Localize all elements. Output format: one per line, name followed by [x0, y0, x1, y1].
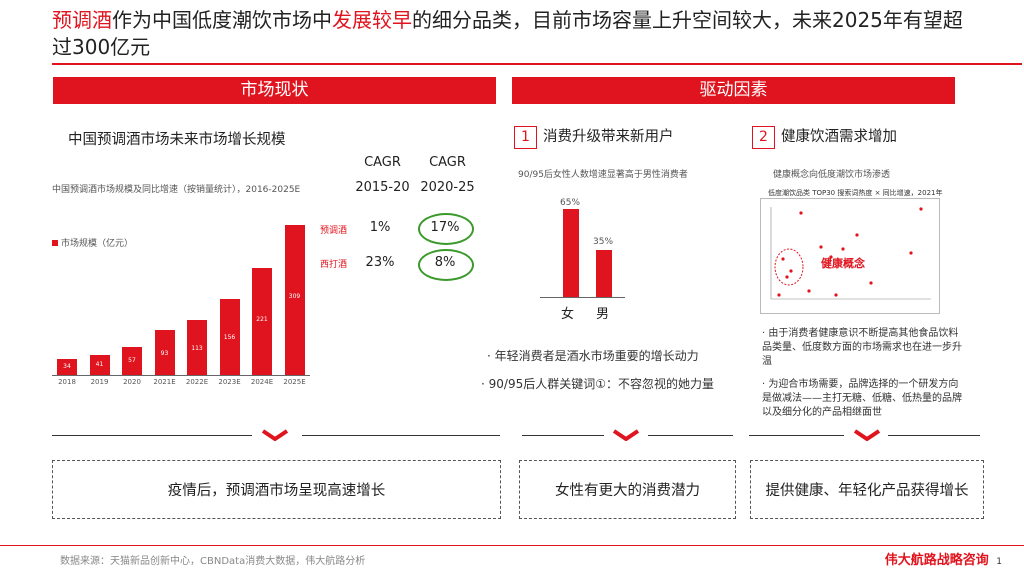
page-title: 预调酒作为中国低度潮饮市场中发展较早的细分品类，目前市场容量上升空间较大，未来2… — [52, 7, 982, 61]
market-bar: 93 — [154, 329, 175, 375]
conclusion-box-3: 提供健康、年轻化产品获得增长 — [750, 460, 984, 519]
health-demand-heading: 2 健康饮酒需求增加 — [752, 125, 897, 149]
col2-divider-a — [522, 435, 604, 436]
market-bar: 309 — [284, 225, 305, 375]
col3-divider-a — [749, 435, 844, 436]
title-highlight-1: 预调酒 — [52, 8, 112, 32]
market-x-label: 2025E — [283, 378, 306, 386]
scatter-plot-title: 低度潮饮品类 TOP30 搜索词热度 × 同比增速，2021年 — [768, 189, 943, 197]
market-x-label: 2018 — [58, 378, 76, 386]
left-divider-b — [302, 435, 500, 436]
title-text-1: 作为中国低度潮饮市场中 — [112, 8, 332, 32]
col2-bullet-2: · 90/95后人群关键词①：不容忽视的她力量 — [481, 377, 714, 391]
left-divider-a — [52, 435, 252, 436]
health-concept-label: 健康概念 — [821, 257, 865, 270]
cagr-header-1: CAGR — [364, 155, 401, 170]
market-bar-value: 113 — [191, 344, 203, 352]
gender-chart-caption: 90/95后女性人数增速显著高于男性消费者 — [518, 170, 688, 180]
brand-name: 伟大航路战略咨询 — [884, 553, 989, 568]
market-bar: 34 — [57, 358, 77, 375]
market-bar: 221 — [252, 267, 272, 375]
title-highlight-2: 发展较早 — [332, 8, 412, 32]
keyword-scatter-plot: 健康概念 — [760, 198, 940, 314]
cagr-period-1: 2015-20 — [355, 180, 410, 195]
market-x-label: 2021E — [153, 378, 176, 386]
driving-factors-banner: 驱动因素 — [512, 77, 955, 104]
conclusion-box-1: 疫情后，预调酒市场呈现高速增长 — [52, 460, 501, 519]
market-bar-value: 93 — [160, 350, 169, 358]
bar-male — [596, 249, 612, 297]
title-divider — [52, 63, 1022, 65]
bar-label-female: 65% — [560, 198, 581, 208]
cagr-period-2: 2020-25 — [420, 180, 475, 195]
market-bar: 41 — [89, 355, 110, 375]
cagr-row2-v1: 23% — [365, 255, 395, 270]
market-subtitle: 中国预调酒市场未来市场增长规模 — [68, 132, 286, 148]
market-bar-value: 57 — [128, 357, 136, 365]
col3-bullet-2: · 为迎合市场需要，品牌选择的一个研发方向是做减法——主打无糖、低糖、低热量的品… — [762, 379, 962, 418]
market-bar: 57 — [122, 347, 142, 375]
market-x-label: 2023E — [218, 378, 241, 386]
consumer-upgrade-title: 消费升级带来新用户 — [543, 129, 674, 145]
bar-female — [563, 209, 579, 297]
scatter-graphic — [770, 207, 931, 300]
chart-legend: 市场规模（亿元） — [52, 236, 133, 249]
chart-x-labels: 2018 2019 2020 2021E 2022E 2023E 2024E 2025E — [52, 378, 312, 390]
market-bar-value: 156 — [223, 333, 236, 341]
conclusion-box-2: 女性有更大的消费潜力 — [519, 460, 736, 519]
data-source: 数据来源：天猫新品创新中心，CBNData消费大数据，伟大航路分析 — [60, 556, 366, 567]
footer-line — [0, 545, 1024, 546]
cagr-row-name-2: 西打酒 — [320, 260, 348, 270]
chart-caption: 中国预调酒市场规模及同比增速（按销量统计），2016-2025E — [52, 185, 301, 195]
market-x-label: 2022E — [185, 378, 209, 386]
brand-logo: 伟大航路战略咨询 1 — [885, 549, 1002, 568]
cagr-row1-v2: 17% — [430, 220, 460, 235]
chart-x-axis — [52, 375, 310, 376]
health-demand-title: 健康饮酒需求增加 — [781, 129, 897, 145]
number-badge-1: 1 — [514, 126, 537, 149]
cagr-row1-v1: 1% — [369, 220, 391, 235]
axis-label-female: 女 — [561, 307, 575, 322]
gender-chart: 65% 35% — [540, 190, 630, 298]
col2-divider-b — [648, 435, 733, 436]
cagr-header-2: CAGR — [429, 155, 466, 170]
consumer-upgrade-heading: 1 消费升级带来新用户 — [514, 125, 674, 149]
market-bar-value: 309 — [288, 292, 301, 300]
col2-bullet-1: · 年轻消费者是酒水市场重要的增长动力 — [487, 349, 699, 363]
chevron-down-icon — [612, 429, 640, 441]
col3-divider-b — [888, 435, 980, 436]
market-bar-value: 34 — [63, 362, 71, 370]
market-x-label: 2019 — [90, 378, 109, 386]
cagr-row-name-1: 预调酒 — [320, 226, 348, 236]
gender-axis — [540, 297, 625, 298]
market-bar: 113 — [187, 320, 207, 375]
chevron-down-icon — [853, 429, 881, 441]
market-x-label: 2024E — [250, 378, 274, 386]
chevron-down-icon — [261, 429, 289, 441]
market-bar: 156 — [219, 299, 240, 375]
health-caption: 健康概念向低度潮饮市场渗透 — [773, 170, 891, 180]
axis-label-male: 男 — [596, 307, 610, 322]
market-bar-value: 41 — [95, 361, 104, 369]
cagr-row2-v2: 8% — [434, 255, 456, 270]
legend-swatch — [52, 240, 58, 246]
title-text-2: 的细分品类，目前市场容量上升空间较大，未来2025年有望超过300亿元 — [52, 8, 963, 59]
legend-label: 市场规模（亿元） — [61, 239, 134, 249]
page-number: 1 — [996, 557, 1002, 567]
market-size-chart: 34 41 57 93 113 156 221 309 — [52, 220, 312, 375]
highlight-oval-1 — [418, 213, 474, 245]
market-bar-value: 221 — [256, 316, 268, 324]
market-x-label: 2020 — [123, 378, 141, 386]
number-badge-2: 2 — [752, 126, 775, 149]
highlight-oval-2 — [418, 249, 474, 281]
col3-bullet-1: · 由于消费者健康意识不断提高其他食品饮料品类量、低度数方面的市场需求也在进一步… — [762, 328, 962, 367]
market-status-banner: 市场现状 — [53, 77, 496, 104]
bar-label-male: 35% — [593, 237, 614, 247]
